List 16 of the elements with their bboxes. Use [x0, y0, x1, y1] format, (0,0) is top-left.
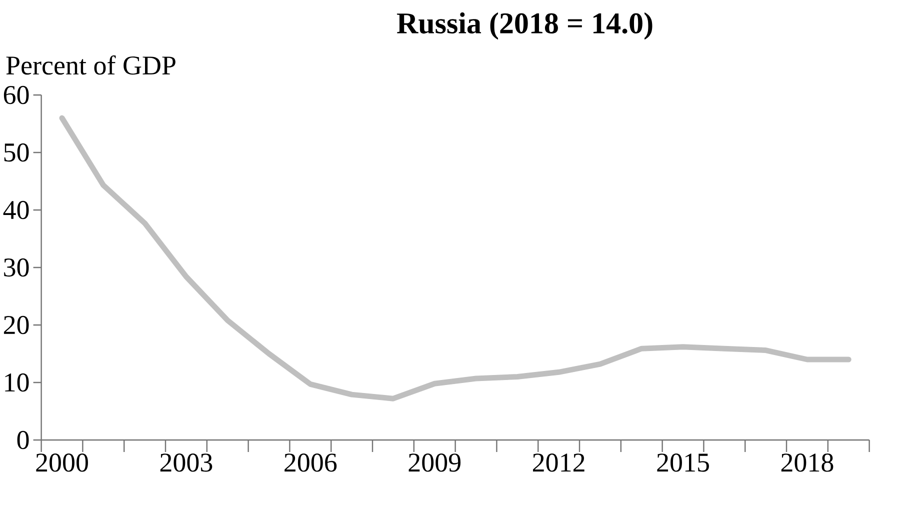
x-tick-label: 2000 [36, 454, 88, 472]
chart-title: Russia (2018 = 14.0) [396, 12, 652, 40]
x-tick-label: 2012 [532, 454, 584, 472]
y-tick-label: 30 [4, 258, 29, 277]
y-tick-label: 10 [5, 373, 29, 392]
y-axis-title: Percent of GDP [6, 55, 176, 75]
x-tick-label: 2015 [657, 454, 709, 472]
x-tick-label: 2009 [408, 454, 460, 472]
y-tick-label: 20 [4, 316, 29, 334]
x-tick-label: 2018 [781, 454, 834, 472]
x-tick-label: 2003 [160, 454, 212, 472]
y-tick-label: 60 [4, 86, 29, 104]
x-tick-label: 2006 [284, 454, 337, 472]
y-tick-label: 0 [17, 430, 29, 450]
y-tick-label: 50 [4, 143, 29, 162]
y-tick-label: 40 [3, 200, 29, 220]
